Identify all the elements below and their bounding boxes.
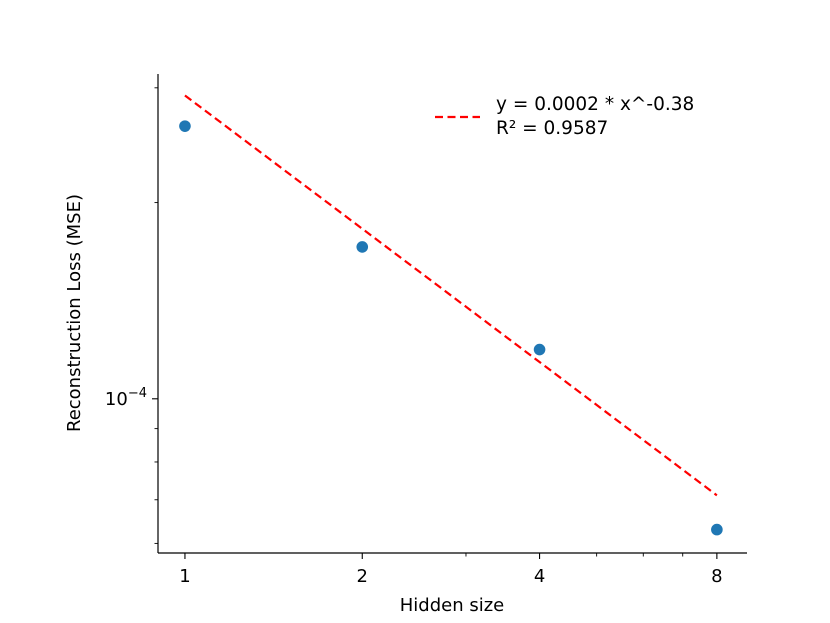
x-tick-label: 8 <box>711 566 722 587</box>
x-tick-label: 4 <box>534 566 545 587</box>
data-point <box>356 241 369 253</box>
legend-fit-r-squared: R² = 0.9587 <box>496 118 608 139</box>
y-tick-label: 10−4 <box>105 386 147 410</box>
data-points <box>179 120 723 536</box>
axes-frame <box>157 74 747 554</box>
x-tick-label: 2 <box>357 566 368 587</box>
fit-lines <box>184 94 718 497</box>
data-point <box>533 343 546 356</box>
y-axis-label: Reconstruction Loss (MSE) <box>64 194 85 432</box>
data-point <box>711 523 723 536</box>
x-axis-label: Hidden size <box>400 595 505 616</box>
fit-line <box>184 94 718 497</box>
data-point <box>179 120 191 132</box>
y-ticks: 10−4 <box>105 87 158 544</box>
legend-fit-equation: y = 0.0002 * x^-0.38 <box>496 94 694 115</box>
x-tick-label: 1 <box>179 566 190 587</box>
legend: y = 0.0002 * x^-0.38 R² = 0.9587 <box>435 94 694 139</box>
x-ticks: 1 2 4 8 <box>179 553 723 587</box>
